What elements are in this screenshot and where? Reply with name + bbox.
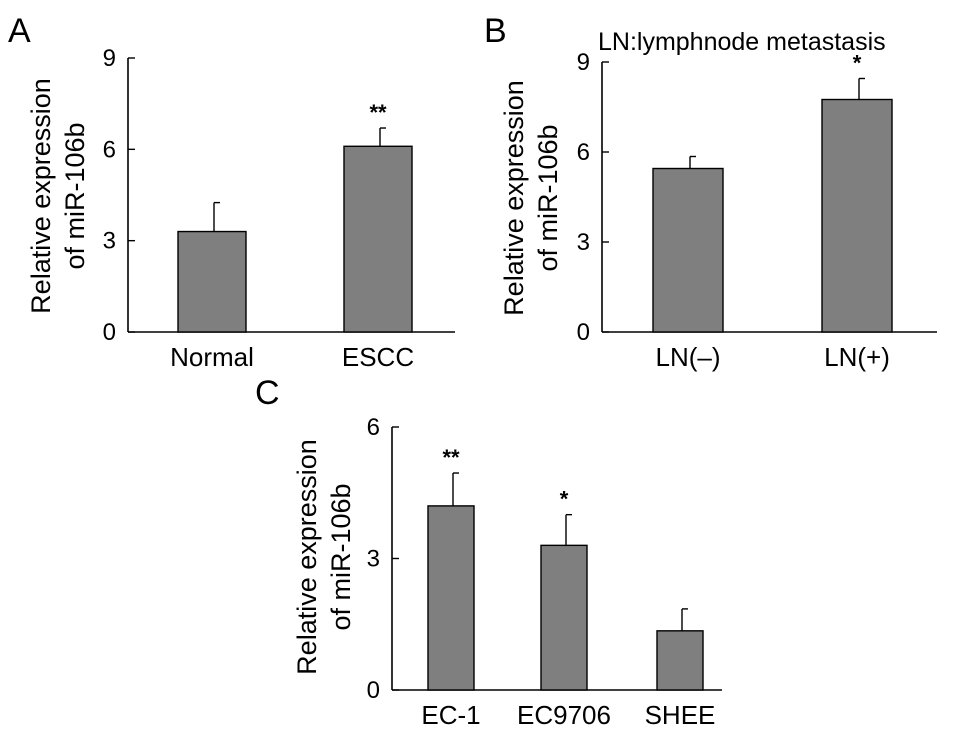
panel-b: B LN:lymphnode metastasis Relative expre…: [484, 12, 937, 372]
panel-c-letter: C: [255, 374, 280, 412]
panel-a-ylabel-line-1: Relative expression: [26, 78, 56, 314]
panel-b-y-tick-label-1: 3: [577, 229, 590, 256]
panel-c-category-label-2: SHEE: [645, 700, 716, 730]
panel-c-bar-0: [427, 505, 475, 691]
panel-c-category-label-1: EC9706: [517, 700, 611, 730]
panel-a-plot: 0 3 6 9 Normal ** ESCC: [103, 45, 455, 372]
panel-a-y-tick-label-2: 6: [103, 136, 116, 163]
panel-c-bar-2: [656, 630, 704, 691]
panel-c-plot: 0 3 6 ** EC-1 * EC9706 SHEE: [367, 414, 722, 730]
panel-a-ylabel-line-2: of miR-106b: [60, 122, 90, 269]
panel-c-y-tick-label-1: 3: [367, 546, 380, 573]
panel-b-letter: B: [484, 12, 507, 50]
panel-a: A Relative expression of miR-106b 0 3 6 9 No…: [8, 12, 455, 372]
panel-b-ylabel-line-2: of miR-106b: [533, 124, 563, 271]
panel-a-bar-0: [177, 230, 247, 333]
panel-b-category-label-1: LN(+): [824, 342, 890, 372]
panel-b-y-tick-label-2: 6: [577, 139, 590, 166]
panel-a-letter: A: [8, 12, 31, 50]
panel-b-y-tick-label-3: 9: [577, 49, 590, 76]
panel-a-bar-1: [343, 145, 413, 333]
panel-c-significance-0: **: [442, 445, 460, 470]
panel-b-significance-1: *: [853, 51, 862, 76]
panel-a-y-tick-label-0: 0: [103, 319, 116, 346]
panel-a-category-label-0: Normal: [170, 342, 254, 372]
panel-c-category-label-0: EC-1: [421, 700, 480, 730]
panel-c-significance-1: *: [560, 487, 569, 512]
panel-a-category-label-1: ESCC: [342, 342, 414, 372]
panel-b-y-tick-label-0: 0: [577, 319, 590, 346]
panel-a-significance-1: **: [369, 100, 387, 125]
panel-c: C Relative expression of miR-106b 0 3 6 ** E…: [255, 374, 722, 730]
panel-c-ylabel-line-1: Relative expression: [292, 439, 322, 675]
panel-c-bar-1: [540, 544, 588, 691]
panel-b-bar-1: [821, 98, 893, 333]
panel-a-y-tick-label-1: 3: [103, 228, 116, 255]
panel-a-y-tick-label-3: 9: [103, 45, 116, 72]
panel-b-annotation: LN:lymphnode metastasis: [598, 28, 886, 56]
panel-c-y-tick-label-2: 6: [367, 414, 380, 441]
panel-b-ylabel-line-1: Relative expression: [499, 80, 529, 316]
panel-c-ylabel-line-2: of miR-106b: [326, 483, 356, 630]
panel-b-category-label-0: LN(–): [655, 342, 720, 372]
panel-b-plot: 0 3 6 9 LN(–) * LN(+): [577, 49, 937, 372]
panel-c-y-tick-label-0: 0: [367, 677, 380, 704]
panel-b-bar-0: [652, 167, 724, 333]
